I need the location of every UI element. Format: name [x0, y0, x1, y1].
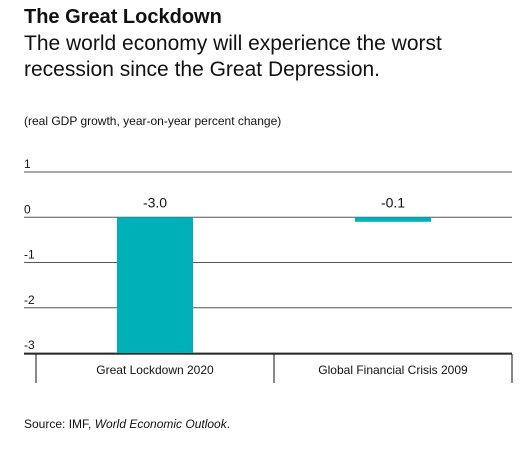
category-label: Great Lockdown 2020	[96, 363, 214, 377]
source-note: Source: IMF, World Economic Outlook.	[24, 417, 230, 431]
y-tick-label: -1	[24, 248, 35, 262]
data-label: -3.0	[143, 194, 167, 210]
axis-note: (real GDP growth, year-on-year percent c…	[24, 114, 282, 128]
bar	[355, 217, 431, 222]
category-label: Global Financial Crisis 2009	[318, 363, 468, 377]
y-tick-label: 1	[24, 157, 31, 171]
y-tick-label: 0	[24, 202, 31, 216]
data-label: -0.1	[381, 194, 405, 210]
bar	[117, 217, 193, 353]
y-tick-label: -3	[24, 338, 35, 352]
source-prefix: Source: IMF,	[24, 417, 95, 431]
chart-title: The Great Lockdown	[24, 6, 222, 28]
y-tick-label: -2	[24, 293, 35, 307]
source-publication: World Economic Outlook	[94, 417, 227, 431]
source-suffix: .	[226, 417, 231, 431]
chart-subtitle: The world economy will experience the wo…	[24, 32, 442, 81]
